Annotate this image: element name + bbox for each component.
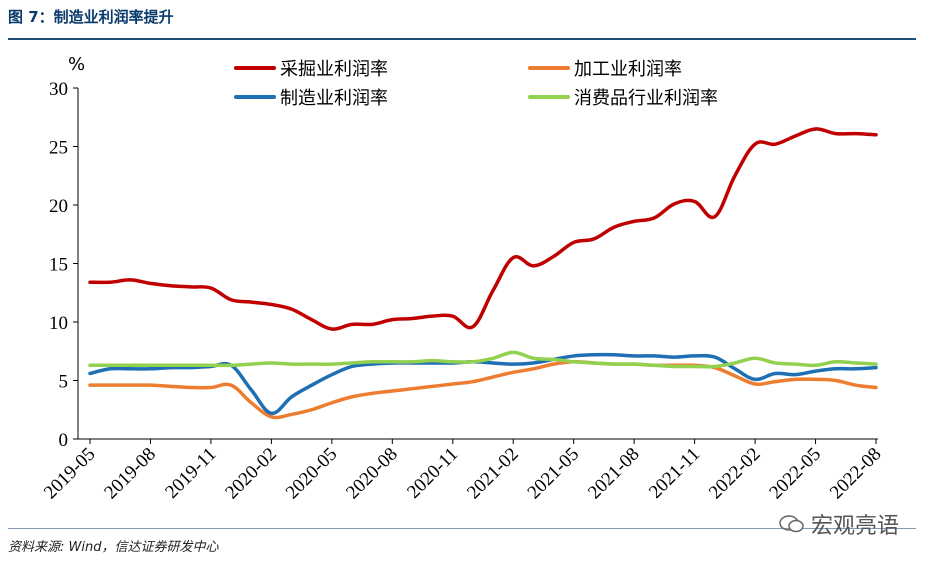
- y-tick-label: 15: [49, 255, 68, 276]
- x-tick-label: 2021-02: [463, 444, 523, 504]
- x-tick-label: 2020-11: [403, 444, 462, 503]
- footer-divider: [8, 528, 916, 529]
- series-line-4: [88, 350, 878, 369]
- watermark: 宏观亮语: [779, 508, 899, 540]
- source-note: 资料来源: Wind，信达证券研发中心: [8, 540, 219, 555]
- title-divider: [8, 38, 916, 40]
- series-line-1: [88, 127, 878, 331]
- x-tick-label: 2020-05: [282, 444, 342, 504]
- y-tick-label: 10: [49, 313, 68, 334]
- y-tick-label: 20: [49, 196, 68, 217]
- legend-label-4: 消费品行业利润率: [574, 88, 718, 109]
- series-line-2: [88, 360, 878, 420]
- legend-label-3: 制造业利润率: [280, 88, 388, 109]
- y-tick-label: 5: [59, 372, 69, 393]
- x-tick-label: 2021-08: [584, 444, 644, 504]
- x-tick-label: 2019-08: [100, 444, 160, 504]
- y-tick-label: 25: [49, 138, 68, 159]
- x-tick-label: 2019-05: [40, 444, 100, 504]
- figure-title: 图 7：制造业利润率提升: [8, 8, 174, 26]
- x-tick-label: 2022-02: [705, 444, 765, 504]
- legend-label-1: 采掘业利润率: [280, 59, 388, 80]
- x-tick-label: 2022-05: [765, 444, 825, 504]
- y-axis-unit: %: [68, 54, 85, 75]
- x-tick-label: 2020-02: [221, 444, 281, 504]
- wechat-icon: [779, 515, 804, 533]
- x-tick-label: 2020-08: [342, 444, 402, 504]
- x-tick-label: 2021-05: [524, 444, 584, 504]
- watermark-text: 宏观亮语: [810, 514, 899, 539]
- x-tick-label: 2022-08: [826, 444, 886, 504]
- y-tick-label: 30: [49, 79, 68, 100]
- chart-series: [88, 127, 878, 420]
- legend-label-2: 加工业利润率: [574, 59, 682, 80]
- x-tick-label: 2021-11: [645, 444, 704, 503]
- x-tick-label: 2019-11: [161, 444, 220, 503]
- y-tick-label: 0: [59, 430, 69, 451]
